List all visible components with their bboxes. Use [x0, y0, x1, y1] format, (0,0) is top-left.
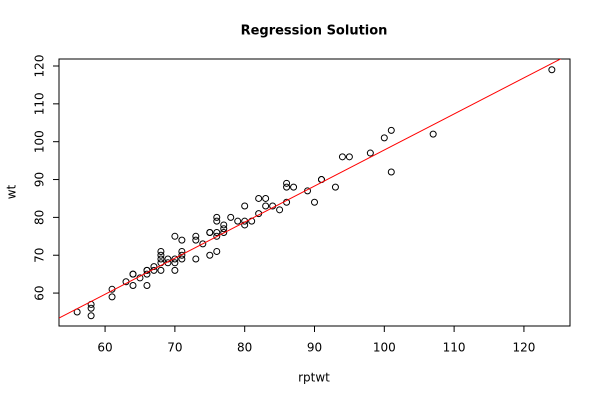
x-tick-label: 100: [373, 341, 396, 355]
point: [157, 255, 165, 263]
point: [241, 217, 249, 225]
y-tick-label: 120: [33, 55, 47, 78]
point: [290, 183, 298, 191]
point: [429, 130, 437, 138]
point: [276, 206, 284, 214]
point: [213, 213, 221, 221]
point: [171, 232, 179, 240]
x-tick-label: 70: [167, 341, 182, 355]
point: [213, 217, 221, 225]
point: [227, 213, 235, 221]
point: [255, 194, 263, 202]
point: [213, 247, 221, 255]
point: [283, 183, 291, 191]
point: [213, 229, 221, 237]
point: [380, 134, 388, 142]
point: [220, 225, 228, 233]
point: [262, 202, 270, 210]
point: [157, 266, 165, 274]
point: [241, 202, 249, 210]
point: [129, 282, 137, 290]
point: [143, 266, 151, 274]
point: [387, 126, 395, 134]
point: [192, 236, 200, 244]
x-tick-label: 80: [237, 341, 252, 355]
point: [178, 251, 186, 259]
y-tick-label: 70: [33, 248, 47, 263]
x-tick-label: 110: [443, 341, 466, 355]
point: [206, 229, 214, 237]
point: [213, 232, 221, 240]
point: [206, 251, 214, 259]
point: [262, 194, 270, 202]
point: [192, 255, 200, 263]
point: [129, 270, 137, 278]
point: [157, 251, 165, 259]
point: [345, 153, 353, 161]
point: [171, 266, 179, 274]
point: [548, 66, 556, 74]
point: [311, 198, 318, 206]
point: [283, 179, 291, 187]
x-tick-label: 120: [512, 341, 535, 355]
point: [220, 229, 228, 237]
y-tick-label: 60: [33, 285, 47, 300]
point: [171, 255, 179, 263]
point: [157, 247, 165, 255]
point: [366, 149, 374, 157]
x-axis-label: rptwt: [298, 371, 330, 385]
point: [87, 304, 95, 312]
point: [108, 293, 116, 301]
point: [178, 236, 186, 244]
point: [87, 312, 95, 320]
point: [199, 240, 207, 248]
y-axis-label: wt: [5, 184, 19, 199]
y-tick-label: 110: [33, 92, 47, 115]
x-tick-label: 90: [307, 341, 322, 355]
point: [164, 259, 172, 267]
point: [143, 282, 151, 290]
point: [171, 259, 179, 267]
point: [220, 221, 228, 229]
point: [192, 232, 200, 240]
chart-title: Regression Solution: [241, 24, 388, 39]
x-tick-label: 60: [97, 341, 112, 355]
point: [387, 168, 395, 176]
y-tick-label: 80: [33, 210, 47, 225]
point: [338, 153, 346, 161]
point: [331, 183, 339, 191]
point: [234, 217, 242, 225]
regression-line: [59, 59, 562, 319]
y-tick-label: 90: [33, 172, 47, 187]
point: [178, 255, 186, 263]
y-tick-label: 100: [33, 130, 47, 153]
